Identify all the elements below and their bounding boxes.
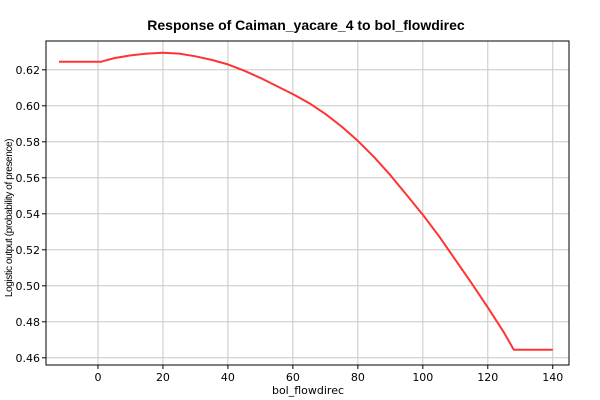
x-tick-label: 120 [477,371,498,384]
plot-area-frame [45,40,570,366]
x-tick-label: 80 [351,371,365,384]
grid-lines [46,41,569,365]
y-tick-label: 0.50 [16,280,41,293]
y-tick-label: 0.54 [16,208,41,221]
y-tick-label: 0.46 [16,352,41,365]
x-tick-label: 20 [156,371,170,384]
series-layer [59,51,553,351]
x-axis-tick-labels: 0 20 40 60 80 100 120 140 [94,371,563,384]
y-tick-label: 0.52 [16,244,41,257]
y-axis-tick-labels: 0.46 0.48 0.50 0.52 0.54 0.56 0.58 0.60 0.62 [16,64,41,365]
y-axis-label: Logistic output (probability of presence… [4,139,15,297]
x-tick-label: 140 [542,371,563,384]
x-axis-label: bol_flowdirec [272,384,344,397]
x-tick-label: 40 [221,371,235,384]
y-tick-label: 0.48 [16,316,41,329]
y-tick-label: 0.58 [16,136,41,149]
response-curve-line [59,51,553,351]
chart-title: Response of Caiman_yacare_4 to bol_flowd… [147,17,465,33]
y-tick-label: 0.62 [16,64,41,77]
y-tick-label: 0.56 [16,172,41,185]
tick-marks [42,69,554,369]
y-tick-label: 0.60 [16,100,41,113]
x-tick-label: 100 [412,371,433,384]
x-tick-label: 0 [94,371,101,384]
x-tick-label: 60 [286,371,300,384]
